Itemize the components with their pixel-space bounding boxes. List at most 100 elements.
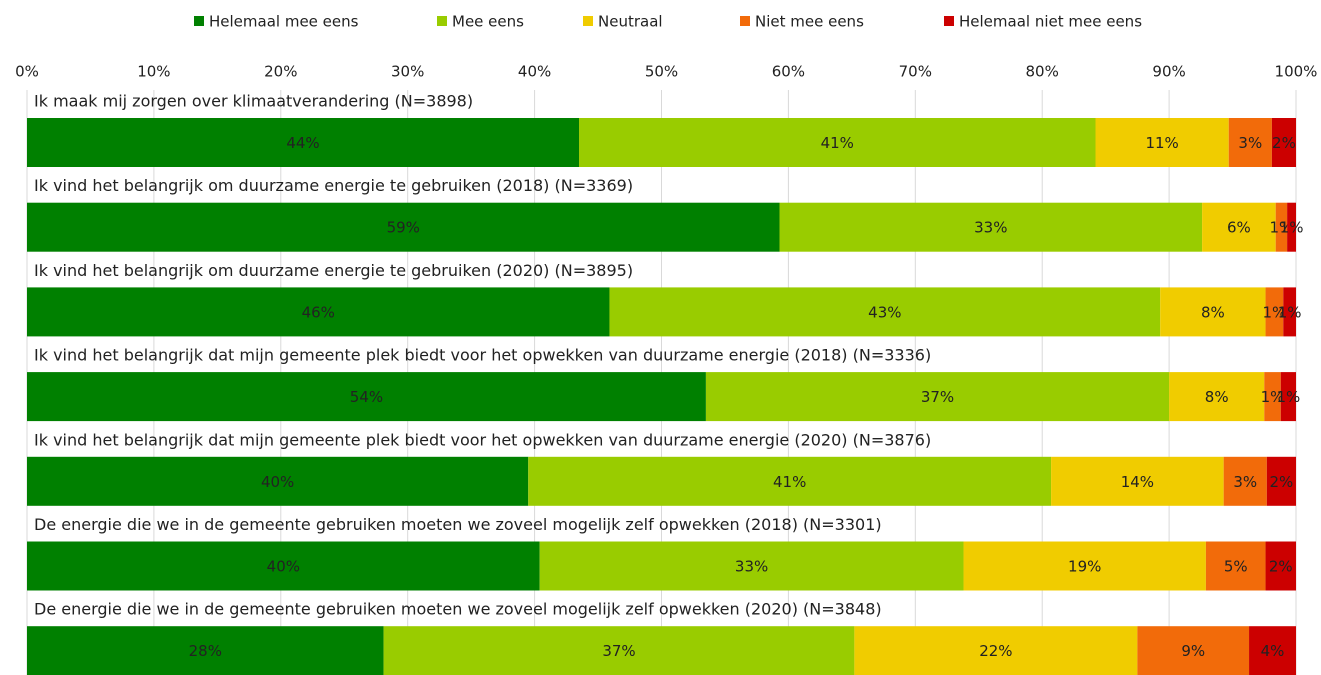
data-label: 1%: [1261, 388, 1285, 406]
x-tick-label: 100%: [1275, 63, 1318, 81]
data-label: 11%: [1145, 134, 1178, 152]
data-label: 41%: [773, 473, 806, 491]
data-label: 37%: [921, 388, 954, 406]
bar-segment: [854, 626, 1138, 675]
bar-segment: [27, 372, 706, 422]
category-label: De energie die we in de gemeente gebruik…: [34, 600, 882, 619]
x-tick-label: 50%: [645, 63, 678, 81]
label-bg: [30, 427, 31, 428]
bar-segment: [539, 541, 964, 591]
x-tick-label: 80%: [1026, 63, 1059, 81]
data-label: 8%: [1205, 388, 1229, 406]
bar-segment: [1266, 456, 1296, 506]
data-label: 40%: [267, 558, 300, 576]
legend-swatch: [583, 16, 593, 26]
category-label: Ik vind het belangrijk om duurzame energ…: [34, 176, 633, 195]
data-label: 46%: [302, 303, 335, 321]
label-bg: [30, 173, 31, 174]
bar-segment: [579, 118, 1096, 167]
x-tick-label: 60%: [772, 63, 805, 81]
data-label: 1%: [1276, 388, 1300, 406]
legend-swatch: [944, 16, 954, 26]
x-tick-label: 20%: [264, 63, 297, 81]
bar-segment: [1205, 541, 1266, 591]
bar-segment: [27, 202, 780, 252]
data-label: 6%: [1227, 219, 1251, 237]
label-bg: [30, 88, 31, 89]
bar-segment: [528, 456, 1052, 506]
bar-segment: [1271, 118, 1296, 167]
data-label: 1%: [1263, 303, 1287, 321]
bar-segment: [1265, 287, 1284, 337]
category-label: Ik vind het belangrijk dat mijn gemeente…: [34, 346, 931, 365]
bar-segment: [1051, 456, 1224, 506]
bar-segment: [609, 287, 1161, 337]
bar-segment: [27, 626, 384, 675]
bar-segment: [27, 287, 610, 337]
bar-segment: [1280, 372, 1296, 422]
bar-segment: [1283, 287, 1296, 337]
data-label: 41%: [821, 134, 854, 152]
bar-segment: [1095, 118, 1229, 167]
bar-segment: [1223, 456, 1267, 506]
data-label: 1%: [1278, 303, 1302, 321]
category-label: Ik vind het belangrijk om duurzame energ…: [34, 261, 633, 280]
data-label: 22%: [979, 642, 1012, 660]
bar-segment: [705, 372, 1170, 422]
label-bg: [30, 342, 31, 343]
data-label: 2%: [1269, 558, 1293, 576]
data-label: 1%: [1280, 219, 1304, 237]
data-label: 2%: [1272, 134, 1296, 152]
data-label: 44%: [286, 134, 319, 152]
legend-swatch: [194, 16, 204, 26]
bar-segment: [1265, 541, 1296, 591]
data-label: 14%: [1121, 473, 1154, 491]
legend-label: Helemaal mee eens: [209, 13, 359, 31]
data-label: 54%: [350, 388, 383, 406]
bar-segment: [27, 456, 529, 506]
label-bg: [30, 512, 31, 513]
x-tick-label: 30%: [391, 63, 424, 81]
label-bg: [30, 257, 31, 258]
bar-segment: [1275, 202, 1288, 252]
data-label: 43%: [868, 303, 901, 321]
bar-segment: [383, 626, 855, 675]
bar-segment: [1249, 626, 1296, 675]
bar-segment: [1287, 202, 1296, 252]
data-label: 9%: [1181, 642, 1205, 660]
data-label: 28%: [189, 642, 222, 660]
data-label: 2%: [1270, 473, 1294, 491]
data-label: 8%: [1201, 303, 1225, 321]
x-tick-label: 70%: [899, 63, 932, 81]
data-label: 33%: [735, 558, 768, 576]
bar-segment: [1264, 372, 1281, 422]
x-tick-label: 0%: [15, 63, 39, 81]
bar-segment: [1228, 118, 1272, 167]
bar-segment: [1169, 372, 1265, 422]
category-label: Ik vind het belangrijk dat mijn gemeente…: [34, 430, 931, 449]
x-tick-label: 40%: [518, 63, 551, 81]
legend-label: Helemaal niet mee eens: [959, 13, 1142, 31]
bar-segment: [1160, 287, 1266, 337]
data-label: 3%: [1238, 134, 1262, 152]
legend-label: Mee eens: [452, 13, 524, 31]
bar-segment: [1202, 202, 1276, 252]
data-label: 33%: [974, 219, 1007, 237]
data-label: 37%: [602, 642, 635, 660]
data-label: 19%: [1068, 558, 1101, 576]
bar-segment: [27, 541, 540, 591]
category-label: De energie die we in de gemeente gebruik…: [34, 515, 882, 534]
legend-swatch: [740, 16, 750, 26]
data-label: 59%: [387, 219, 420, 237]
legend-swatch: [437, 16, 447, 26]
bar-segment: [779, 202, 1203, 252]
data-label: 5%: [1224, 558, 1248, 576]
legend-label: Neutraal: [598, 13, 663, 31]
bar-segment: [963, 541, 1206, 591]
bar-segment: [27, 118, 580, 167]
data-label: 4%: [1261, 642, 1285, 660]
x-tick-label: 10%: [137, 63, 170, 81]
category-label: Ik maak mij zorgen over klimaatveranderi…: [34, 92, 473, 111]
